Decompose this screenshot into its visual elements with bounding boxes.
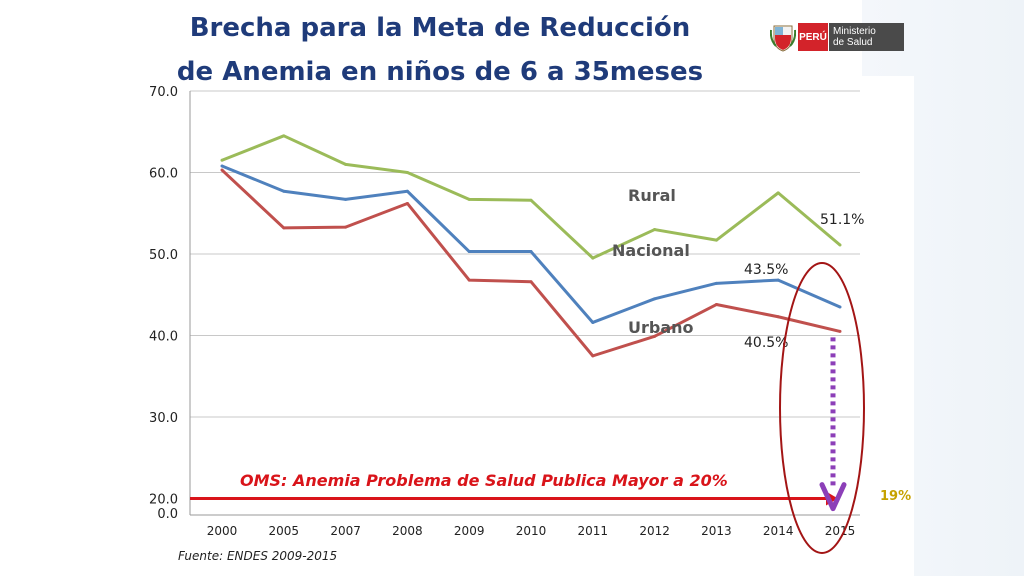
annotation-layer: Rural Nacional Urbano 51.1% 43.5% 40.5% OMS: A… <box>190 186 911 554</box>
series-label-rural: Rural <box>628 186 676 205</box>
logo-ministry: Ministerio de Salud <box>828 23 904 51</box>
x-tick-label: 2000 <box>207 524 238 538</box>
data-point-urbano <box>467 278 471 282</box>
data-point-urbano <box>344 225 348 229</box>
data-point-urbano <box>405 201 409 205</box>
data-point-urbano <box>529 280 533 284</box>
data-point-nacional <box>220 164 224 168</box>
x-tick-label: 2015 <box>825 524 856 538</box>
y-tick-label: 30.0 <box>149 411 178 426</box>
chart-panel <box>136 76 914 576</box>
data-point-rural <box>529 198 533 202</box>
data-point-urbano <box>776 315 780 319</box>
data-point-urbano <box>282 226 286 230</box>
data-point-nacional <box>776 278 780 282</box>
x-tick-label: 2011 <box>578 524 609 538</box>
x-tick-label: 2014 <box>763 524 794 538</box>
slide-title: Brecha para la Meta de Reducción de Anem… <box>130 6 750 94</box>
title-line-1: Brecha para la Meta de Reducción <box>189 13 691 43</box>
series-label-urbano: Urbano <box>628 318 694 337</box>
data-point-nacional <box>529 250 533 254</box>
y-tick-label: 20.0 <box>149 493 178 508</box>
y-tick-label: 50.0 <box>149 248 178 263</box>
logo-ministry-line-2: de Salud <box>833 37 873 48</box>
ministry-logo: PERÚ Ministerio de Salud <box>770 21 908 53</box>
data-point-urbano <box>838 329 842 333</box>
x-tick-label: 2010 <box>516 524 547 538</box>
series-label-nacional: Nacional <box>612 241 690 260</box>
grid-layer <box>190 90 860 418</box>
x-tick-label: 2008 <box>392 524 423 538</box>
data-point-rural <box>591 256 595 260</box>
data-point-rural <box>838 243 842 247</box>
data-point-nacional <box>282 189 286 193</box>
data-point-rural <box>776 191 780 195</box>
data-point-nacional <box>838 305 842 309</box>
logo-country: PERÚ <box>798 23 828 51</box>
data-point-rural <box>467 197 471 201</box>
data-point-rural <box>405 171 409 174</box>
urbano-end-value: 40.5% <box>744 335 788 351</box>
data-point-nacional <box>467 250 471 254</box>
x-tick-label: 2013 <box>701 524 732 538</box>
source-note: Fuente: ENDES 2009-2015 <box>178 549 338 563</box>
x-tick-label: 2005 <box>269 524 300 538</box>
data-point-nacional <box>591 320 595 324</box>
data-point-nacional <box>653 297 657 301</box>
gap-arrowhead <box>819 482 847 512</box>
data-point-urbano <box>220 168 224 172</box>
y-tick-label: 70.0 <box>149 85 178 100</box>
peru-coat-of-arms-icon <box>770 25 796 52</box>
series-line-nacional <box>221 164 841 324</box>
series-line-rural <box>221 134 841 260</box>
data-point-rural <box>714 238 718 242</box>
data-point-urbano <box>653 334 657 338</box>
y-tick-label: 60.0 <box>149 167 178 182</box>
data-point-urbano <box>714 303 718 307</box>
y-tick-label: 0.0 <box>157 507 178 522</box>
nacional-end-value: 43.5% <box>744 262 788 278</box>
series-layer <box>220 134 842 358</box>
data-point-nacional <box>344 197 348 201</box>
x-tick-label: 2012 <box>639 524 670 538</box>
oms-annotation-text: OMS: Anemia Problema de Salud Publica Ma… <box>240 471 728 490</box>
rural-end-value: 51.1% <box>820 212 864 228</box>
data-point-urbano <box>591 354 595 358</box>
data-point-nacional <box>405 189 409 193</box>
axis-layer: 0.020.0 30.0 40.0 50.0 60.0 70.0 2000 2005 2007 2… <box>149 85 860 538</box>
y-tick-label: 40.0 <box>149 330 178 345</box>
goal-value-label: 19% <box>880 489 911 504</box>
data-point-rural <box>344 162 348 166</box>
title-line-2: de Anemia en niños de 6 a 35meses <box>176 57 704 87</box>
x-tick-label: 2009 <box>454 524 485 538</box>
logo-ministry-line-1: Ministerio <box>833 26 876 37</box>
data-point-rural <box>220 158 224 162</box>
highlight-ellipse <box>779 262 865 554</box>
data-point-rural <box>282 134 286 138</box>
data-point-nacional <box>714 281 718 285</box>
data-point-rural <box>653 228 657 232</box>
x-tick-label: 2007 <box>330 524 361 538</box>
